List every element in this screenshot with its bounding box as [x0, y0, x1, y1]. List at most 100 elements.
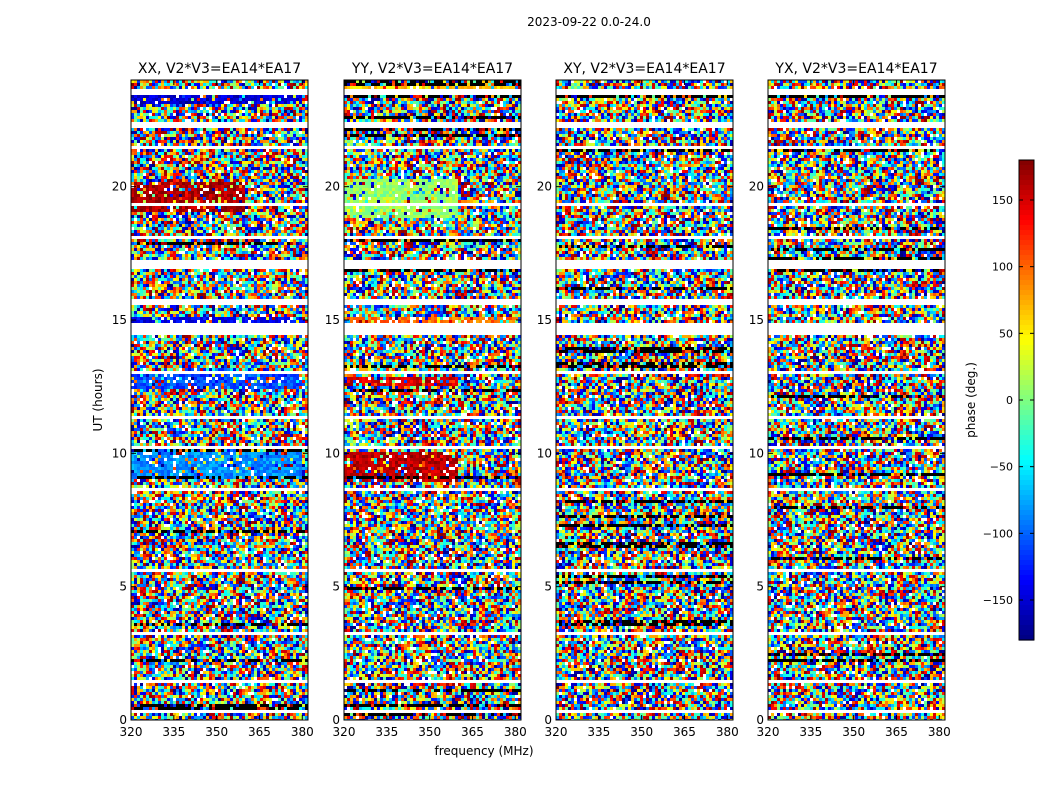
y-tick-label: 10: [537, 446, 552, 460]
colorbar-segment: [1019, 530, 1034, 536]
colorbar-segment: [1019, 570, 1034, 576]
colorbar-segment: [1019, 320, 1034, 326]
colorbar-segment: [1019, 280, 1034, 286]
colorbar-segment: [1019, 265, 1034, 271]
x-tick-label: 365: [885, 725, 908, 739]
colorbar-segment: [1019, 400, 1034, 406]
colorbar-segment: [1019, 210, 1034, 216]
colorbar-segment: [1019, 350, 1034, 356]
y-tick-label: 0: [756, 713, 764, 727]
panel-title: YY, V2*V3=EA14*EA17: [351, 61, 513, 77]
colorbar-segment: [1019, 550, 1034, 556]
y-tick-label: 10: [749, 446, 764, 460]
colorbar-segment: [1019, 175, 1034, 181]
y-tick-label: 5: [119, 580, 127, 594]
x-tick-label: 365: [461, 725, 484, 739]
colorbar-segment: [1019, 370, 1034, 376]
colorbar-segment: [1019, 165, 1034, 171]
colorbar-segment: [1019, 420, 1034, 426]
x-tick-label: 335: [587, 725, 610, 739]
colorbar-segment: [1019, 310, 1034, 316]
colorbar-segment: [1019, 405, 1034, 411]
x-tick-label: 380: [291, 725, 314, 739]
colorbar-segment: [1019, 525, 1034, 531]
colorbar-segment: [1019, 600, 1034, 606]
colorbar-segment: [1019, 485, 1034, 491]
y-tick-label: 5: [544, 580, 552, 594]
x-tick-label: 335: [799, 725, 822, 739]
colorbar-segment: [1019, 190, 1034, 196]
colorbar-segment: [1019, 630, 1034, 636]
colorbar-segment: [1019, 625, 1034, 631]
y-tick-label: 15: [325, 313, 340, 327]
colorbar-segment: [1019, 200, 1034, 206]
y-tick-label: 20: [749, 180, 764, 194]
y-tick-label: 15: [537, 313, 552, 327]
colorbar-tick-label: 100: [992, 261, 1013, 274]
colorbar-segment: [1019, 575, 1034, 581]
colorbar-segment: [1019, 340, 1034, 346]
colorbar-segment: [1019, 430, 1034, 436]
colorbar-segment: [1019, 380, 1034, 386]
colorbar-segment: [1019, 240, 1034, 246]
colorbar-segment: [1019, 270, 1034, 276]
colorbar-segment: [1019, 230, 1034, 236]
y-tick-label: 20: [325, 180, 340, 194]
colorbar-segment: [1019, 435, 1034, 441]
colorbar-segment: [1019, 225, 1034, 231]
colorbar-tick-label: 150: [992, 194, 1013, 207]
colorbar-segment: [1019, 520, 1034, 526]
y-tick-label: 20: [112, 180, 127, 194]
colorbar-segment: [1019, 275, 1034, 281]
colorbar-segment: [1019, 290, 1034, 296]
x-tick-label: 320: [120, 725, 143, 739]
colorbar-segment: [1019, 610, 1034, 616]
colorbar-segment: [1019, 360, 1034, 366]
x-tick-label: 320: [757, 725, 780, 739]
colorbar-segment: [1019, 160, 1034, 166]
colorbar-segment: [1019, 515, 1034, 521]
colorbar-segment: [1019, 440, 1034, 446]
colorbar-segment: [1019, 565, 1034, 571]
panel-title: XY, V2*V3=EA14*EA17: [563, 61, 725, 77]
colorbar-segment: [1019, 465, 1034, 471]
colorbar-segment: [1019, 505, 1034, 511]
colorbar-segment: [1019, 615, 1034, 621]
x-tick-label: 320: [545, 725, 568, 739]
colorbar-segment: [1019, 345, 1034, 351]
colorbar-label: phase (deg.): [964, 362, 978, 438]
colorbar-segment: [1019, 460, 1034, 466]
y-tick-label: 10: [112, 446, 127, 460]
colorbar-segment: [1019, 315, 1034, 321]
x-axis-label: frequency (MHz): [434, 744, 533, 758]
colorbar-segment: [1019, 250, 1034, 256]
colorbar-segment: [1019, 285, 1034, 291]
y-tick-label: 0: [332, 713, 340, 727]
x-tick-label: 350: [205, 725, 228, 739]
y-tick-label: 15: [749, 313, 764, 327]
phase-image: [768, 80, 945, 722]
colorbar-segment: [1019, 490, 1034, 496]
colorbar-segment: [1019, 260, 1034, 266]
y-axis-label: UT (hours): [91, 368, 105, 431]
x-tick-label: 380: [716, 725, 739, 739]
colorbar-segment: [1019, 295, 1034, 301]
colorbar-tick-label: −50: [990, 461, 1013, 474]
colorbar-segment: [1019, 410, 1034, 416]
colorbar-segment: [1019, 365, 1034, 371]
colorbar-segment: [1019, 470, 1034, 476]
colorbar-segment: [1019, 385, 1034, 391]
y-tick-label: 0: [119, 713, 127, 727]
colorbar-segment: [1019, 170, 1034, 176]
colorbar-segment: [1019, 560, 1034, 566]
x-tick-label: 365: [673, 725, 696, 739]
phase-image: [131, 80, 308, 722]
colorbar-segment: [1019, 375, 1034, 381]
colorbar-segment: [1019, 300, 1034, 306]
x-tick-label: 350: [630, 725, 653, 739]
